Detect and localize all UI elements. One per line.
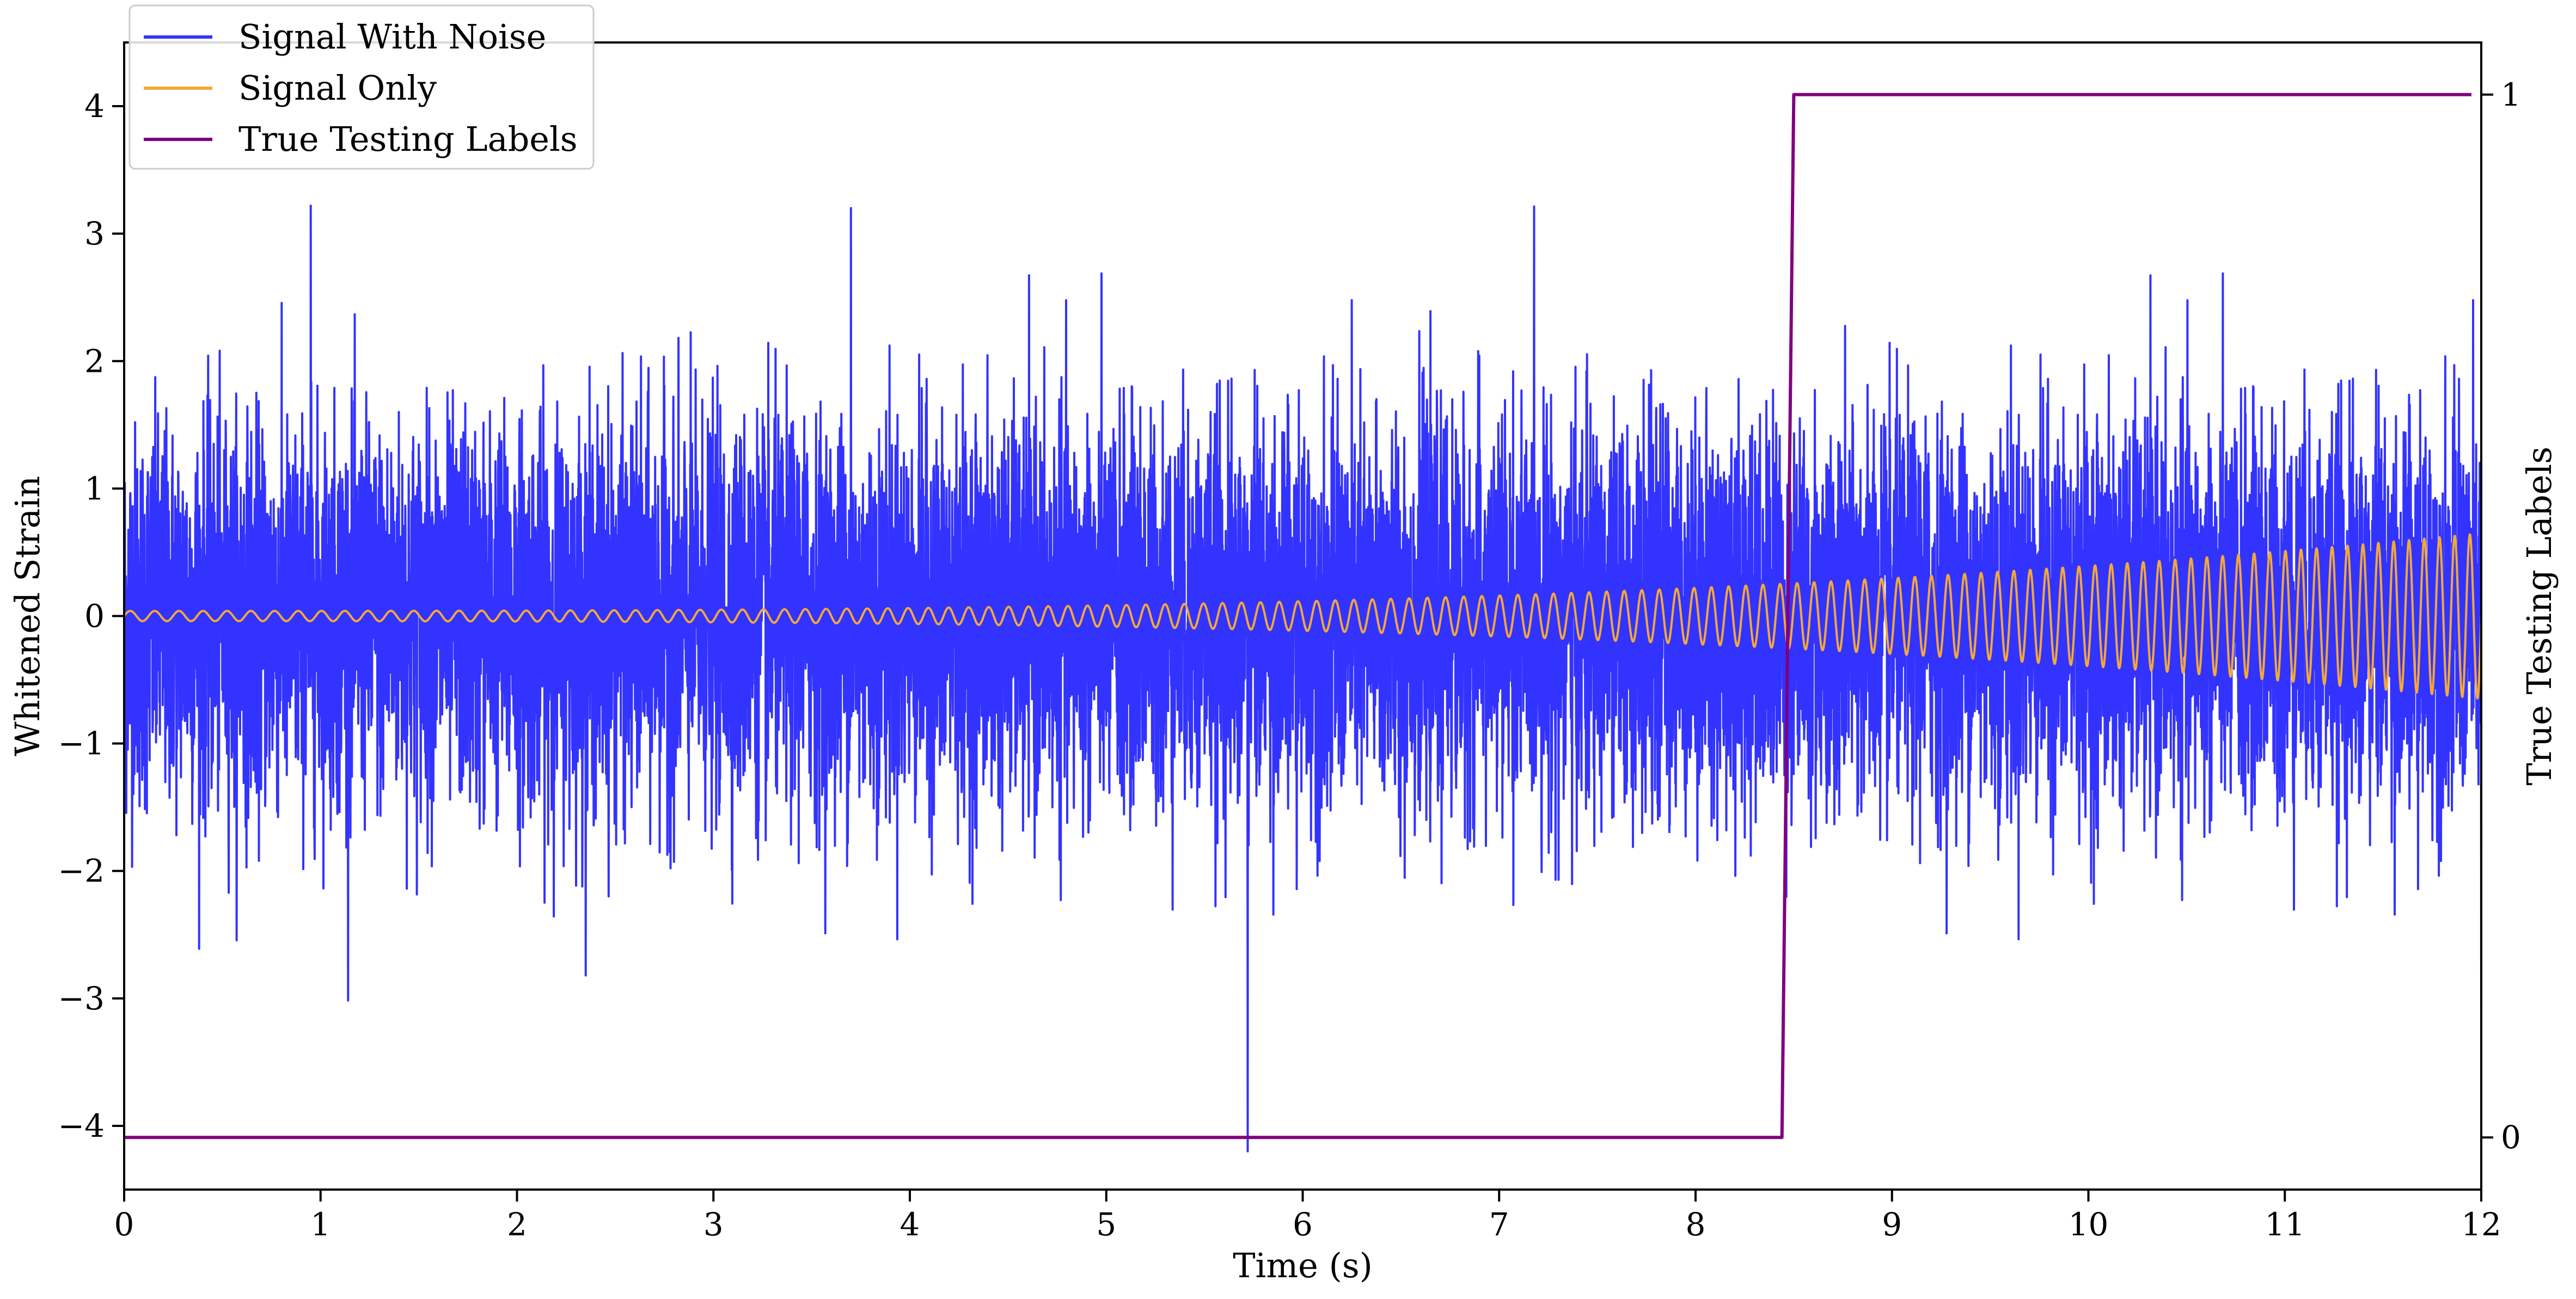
x-tick-label: 9	[1882, 1206, 1902, 1243]
x-tick-label: 6	[1293, 1206, 1313, 1243]
legend-entry-label: True Testing Labels	[238, 119, 578, 159]
x-tick-label: 2	[507, 1206, 527, 1243]
x-tick-label: 1	[310, 1206, 331, 1243]
y2-axis-title: True Testing Labels	[2519, 446, 2559, 786]
x-tick-label: 4	[900, 1206, 920, 1243]
x-tick-label: 3	[703, 1206, 724, 1243]
legend-entry-label: Signal Only	[238, 68, 437, 108]
y-tick-label: 3	[84, 215, 105, 252]
series-line	[124, 93, 2471, 1139]
y2-tick-label: 1	[2501, 76, 2521, 113]
x-tick-label: 10	[2069, 1206, 2109, 1243]
y-axis-right: 01	[2481, 76, 2521, 1156]
plot-area	[124, 204, 2481, 1153]
y-tick-label: 1	[84, 470, 105, 507]
series-line	[124, 204, 2481, 1153]
y-tick-label: −1	[58, 725, 105, 762]
y-tick-label: 2	[84, 342, 105, 379]
y-axis-left: −4 −3 −2 −1 0 1 2 3 4	[58, 88, 124, 1144]
legend-frame	[129, 4, 595, 170]
x-axis-title: Time (s)	[1233, 1246, 1373, 1285]
y-axis-title: Whitened Strain	[8, 476, 47, 756]
y-tick-label: 4	[84, 88, 105, 125]
y2-tick-label: 0	[2501, 1119, 2521, 1156]
x-tick-label: 5	[1096, 1206, 1116, 1243]
series-line	[124, 533, 2481, 700]
y-tick-label: −2	[58, 853, 105, 890]
y-tick-label: 0	[84, 598, 105, 635]
x-axis: 0 1 2 3 4 5 6 7 8 9 10 11 12	[114, 1190, 2501, 1243]
x-tick-label: 8	[1686, 1206, 1706, 1243]
legend: Signal With Noise Signal Only True Testing…	[129, 4, 595, 170]
y-tick-label: −3	[58, 980, 105, 1017]
x-tick-label: 7	[1489, 1206, 1509, 1243]
x-tick-label: 11	[2265, 1206, 2305, 1243]
legend-entry-label: Signal With Noise	[238, 17, 546, 57]
series-layer	[124, 93, 2481, 1153]
y-tick-label: −4	[58, 1107, 105, 1144]
x-tick-label: 0	[114, 1206, 134, 1243]
x-tick-label: 12	[2461, 1206, 2501, 1243]
